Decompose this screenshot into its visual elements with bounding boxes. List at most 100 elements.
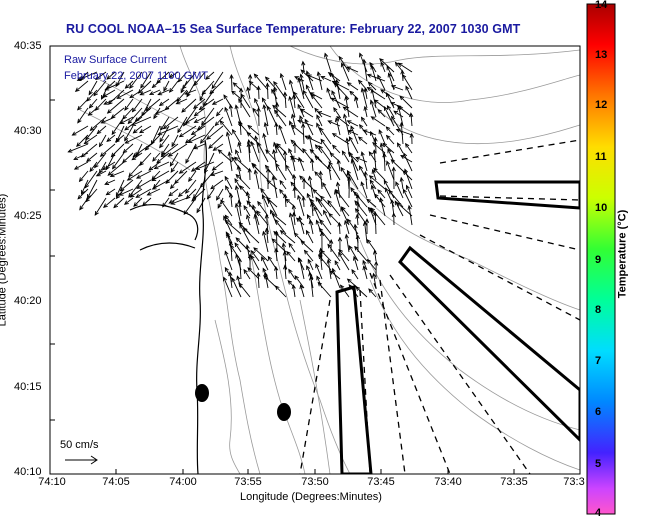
current-vector-head <box>254 97 259 103</box>
current-vector <box>353 256 359 271</box>
current-vector <box>140 71 152 89</box>
current-vector-head <box>238 98 243 103</box>
current-vector-head <box>386 92 390 98</box>
current-vector <box>354 97 359 109</box>
current-vector <box>358 80 368 91</box>
current-vector-head <box>314 171 319 176</box>
current-vector-head <box>274 122 279 128</box>
current-vector-head <box>331 90 336 96</box>
current-vector <box>360 181 368 199</box>
current-vector-head <box>370 207 376 213</box>
current-vector <box>193 98 206 109</box>
current-vector-head <box>282 150 288 156</box>
current-vector-head <box>231 90 236 95</box>
current-vector <box>152 152 161 162</box>
current-vector <box>316 115 323 127</box>
current-vector-head <box>224 106 229 112</box>
current-vector <box>275 163 287 181</box>
current-vector-head <box>314 107 319 113</box>
current-vector <box>103 197 116 208</box>
current-vector-head <box>273 80 278 86</box>
current-vector-head <box>107 100 113 105</box>
current-vector-head <box>331 133 337 138</box>
current-vector-head <box>215 111 221 117</box>
current-vector-head <box>169 161 174 167</box>
current-vector <box>275 145 287 163</box>
current-vector-head <box>300 122 306 128</box>
current-vector <box>72 125 89 136</box>
current-vector <box>162 197 170 208</box>
current-vector <box>344 220 350 235</box>
current-vector <box>353 191 368 208</box>
colorbar <box>586 3 616 515</box>
current-vector-head <box>262 104 267 110</box>
current-vector <box>194 116 206 123</box>
current-vector-head <box>148 166 154 171</box>
current-vector <box>410 113 413 127</box>
current-vector-head <box>358 123 364 129</box>
current-vector-head <box>315 219 320 225</box>
current-vector-head <box>360 116 366 122</box>
current-vector <box>94 197 107 216</box>
current-vector <box>328 213 341 226</box>
current-vector-head <box>299 284 304 290</box>
current-vector-head <box>285 164 290 170</box>
current-vector-head <box>151 175 156 181</box>
current-vector-head <box>104 181 110 185</box>
current-vector <box>284 194 287 208</box>
current-vector <box>87 179 98 199</box>
current-vector-head <box>98 142 104 148</box>
current-vector <box>315 144 323 154</box>
current-vector-head <box>94 210 99 216</box>
x-tick-label: 73:45 <box>367 476 395 488</box>
current-vector <box>100 143 116 157</box>
current-vector <box>112 152 125 169</box>
current-vector-head <box>223 94 228 100</box>
current-vector <box>163 80 170 92</box>
current-vector <box>298 216 305 235</box>
current-vector-head <box>306 192 311 198</box>
current-vector <box>369 175 386 190</box>
current-vector <box>200 170 215 188</box>
current-vector <box>317 282 332 298</box>
colorbar-tick: 9 <box>595 254 602 266</box>
current-vector <box>369 208 377 226</box>
current-vector <box>232 129 242 145</box>
current-vector <box>125 134 143 144</box>
current-vector <box>107 161 125 176</box>
current-vector-head <box>153 165 159 170</box>
current-vector-head <box>101 165 107 171</box>
current-vector-head <box>355 234 361 240</box>
current-vector-head <box>89 167 94 173</box>
current-vector <box>151 170 161 180</box>
current-vector-head <box>139 91 145 96</box>
current-vector-head <box>144 146 150 151</box>
current-vector-head <box>297 103 302 109</box>
current-vector-head <box>294 275 299 280</box>
current-vector-head <box>319 231 325 237</box>
colorbar-tick: 6 <box>595 406 602 418</box>
current-vector <box>115 134 125 143</box>
current-vector-head <box>216 195 221 201</box>
current-vector-head <box>405 142 410 148</box>
current-vector-head <box>164 105 170 111</box>
current-vector <box>169 197 179 204</box>
current-vector-head <box>324 52 329 58</box>
current-vector-head <box>169 184 175 190</box>
current-vector <box>104 179 116 185</box>
current-vector-head <box>124 126 129 131</box>
current-vector <box>272 105 287 118</box>
current-vector-head <box>316 114 321 120</box>
current-vector-head <box>405 85 410 91</box>
current-vector-head <box>355 213 360 219</box>
current-vector <box>188 134 206 143</box>
current-vector <box>314 155 332 172</box>
current-vector-head <box>370 116 376 121</box>
current-vector <box>328 161 341 181</box>
current-vector <box>347 82 359 91</box>
current-vector-head <box>327 120 333 125</box>
current-vector-head <box>114 138 120 143</box>
current-vector <box>216 107 224 116</box>
current-vector-head <box>262 230 267 236</box>
current-vector-head <box>363 105 368 111</box>
